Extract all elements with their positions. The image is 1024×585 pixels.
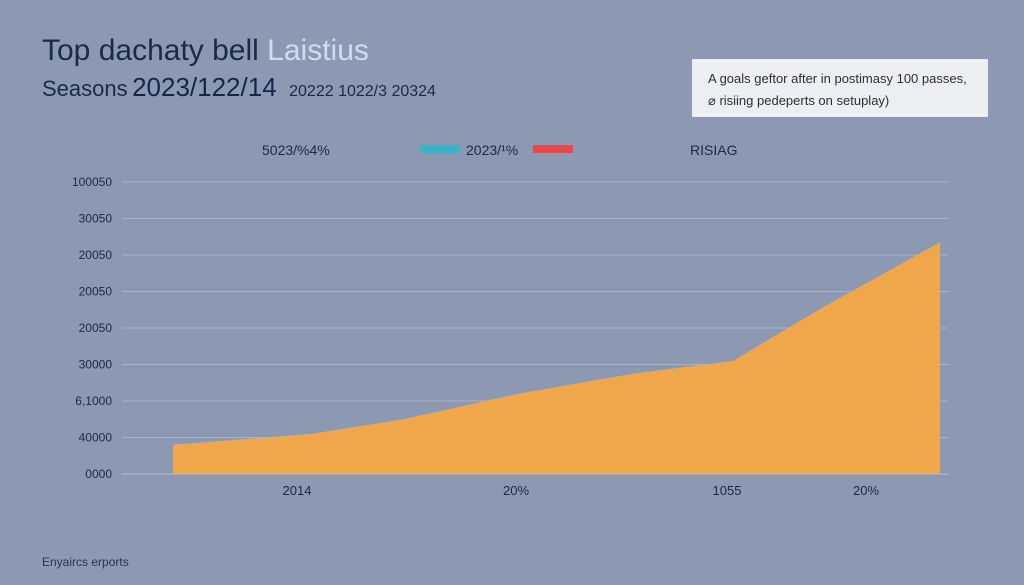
y-tick-label: 20050 — [79, 321, 113, 335]
footer-note: Enyaircs erports — [42, 555, 129, 569]
subtitle-prefix: Seasons — [42, 76, 128, 101]
y-tick-label: 20050 — [79, 248, 113, 262]
subtitle-suffix: 20222 1022/3 20324 — [289, 83, 436, 100]
y-tick-label: 40000 — [79, 431, 113, 445]
annotation-line-1: A goals geftor after in postimasy 100 pa… — [708, 71, 967, 86]
title-main: Top dachaty bell — [42, 34, 259, 67]
y-tick-label: 100050 — [72, 175, 112, 189]
y-tick-label: 6,1000 — [75, 394, 112, 408]
y-tick-label: 20050 — [79, 285, 113, 299]
legend-label-2: 2023/¹% — [466, 142, 519, 158]
y-tick-label: 0000 — [85, 467, 112, 481]
subtitle-emphasis: 2023/122/14 — [132, 72, 277, 102]
x-tick-label: 20% — [503, 483, 529, 498]
chart-title: Top dachaty bell Laistius — [42, 34, 369, 68]
series-area — [173, 242, 940, 474]
chart-subtitle: Seasons 2023/122/14 20222 1022/3 20324 — [42, 72, 436, 103]
x-tick-label: 1055 — [713, 483, 742, 498]
annotation-box: A goals geftor after in postimasy 100 pa… — [692, 59, 988, 117]
x-tick-label: 20% — [853, 483, 879, 498]
y-tick-label: 30050 — [79, 212, 113, 226]
y-axis-ticks: 0000 40000 6,1000 30000 20050 20050 20050 30050… — [72, 175, 112, 481]
legend-swatch-cyan — [420, 145, 460, 153]
y-tick-label: 30000 — [79, 358, 113, 372]
title-light: Laistius — [267, 34, 369, 67]
x-tick-label: 2014 — [283, 483, 312, 498]
x-axis-ticks: 2014 20% 1055 20% — [283, 483, 880, 498]
annotation-line-2: ⌀ risiing pedeperts on setuplay) — [708, 93, 890, 108]
legend-swatch-red — [533, 145, 573, 153]
legend-label-1: 5023/%4% — [262, 142, 330, 158]
legend-label-4: RISIAG — [690, 142, 738, 158]
